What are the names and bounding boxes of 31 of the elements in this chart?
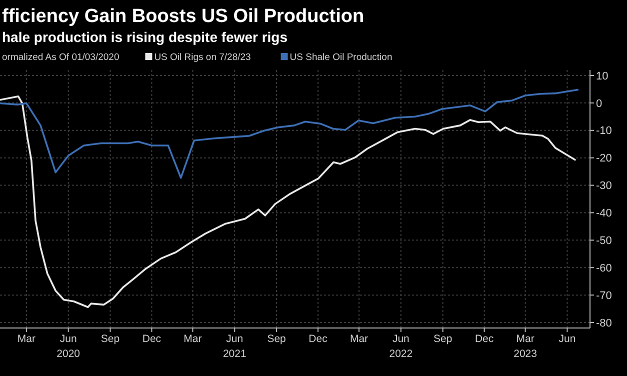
y-tick-label: -10 <box>596 125 612 138</box>
line-series <box>0 88 579 179</box>
legend-label: US Oil Rigs on 7/28/23 <box>154 52 251 63</box>
y-tick-label: 10 <box>596 70 608 82</box>
x-tick-label: Mar <box>17 333 36 345</box>
y-tick-label: -50 <box>596 235 612 248</box>
x-tick-label: Dec <box>142 333 162 345</box>
y-tick-label: -60 <box>596 262 612 274</box>
y-tick-label: 0 <box>596 98 602 110</box>
x-tick-label: Mar <box>184 333 202 345</box>
y-tick-label: -70 <box>596 290 612 302</box>
x-tick-label: Sep <box>100 333 120 345</box>
x-tick-label: Jun 2020 <box>56 333 80 360</box>
x-tick-label: Jun <box>558 333 576 345</box>
x-tick-label: Dec <box>308 333 328 345</box>
legend-label: US Shale Oil Production <box>290 52 392 63</box>
legend-title: ormalized As Of 01/03/2020 <box>2 52 120 63</box>
x-tick-label: Sep <box>434 333 452 345</box>
line-series <box>0 95 576 308</box>
x-tick-label: Jun 2021 <box>222 333 246 360</box>
y-tick-label: -80 <box>596 317 612 330</box>
x-tick-label: Sep <box>267 333 286 345</box>
chart-title: fficiency Gain Boosts US Oil Production <box>2 6 364 27</box>
x-tick-label: Mar 2023 <box>514 333 538 360</box>
x-tick-label: Jun 2022 <box>389 333 413 360</box>
y-tick-label: -30 <box>596 180 612 192</box>
y-tick-label: -20 <box>596 152 612 165</box>
chart-subtitle: hale production is rising despite fewer rigs <box>2 29 288 45</box>
x-tick-label: Mar <box>350 333 369 345</box>
y-tick-label: -40 <box>596 208 612 220</box>
x-tick-label: Dec <box>474 333 494 345</box>
